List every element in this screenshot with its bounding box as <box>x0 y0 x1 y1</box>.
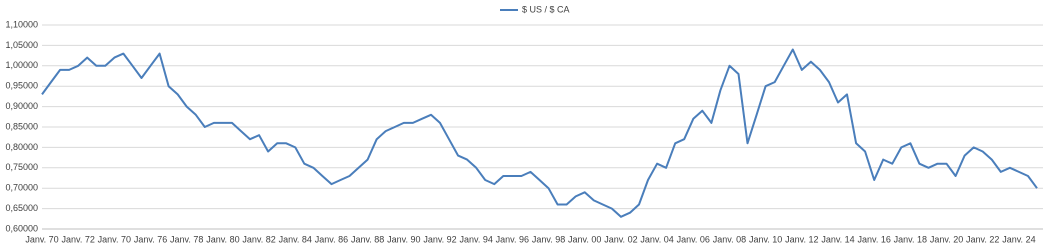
y-tick-label: 1,00000 <box>5 60 38 70</box>
x-tick-label: Janv. 80 <box>206 234 239 244</box>
x-tick-label: Janv. 00 <box>568 234 601 244</box>
x-tick-label: Janv. 08 <box>713 234 746 244</box>
y-tick-label: 0,65000 <box>5 203 38 213</box>
x-tick-label: Janv. 14 <box>821 234 854 244</box>
x-tick-label: Janv. 92 <box>423 234 456 244</box>
y-tick-label: 0,90000 <box>5 101 38 111</box>
x-tick-label: Janv. 24 <box>1002 234 1035 244</box>
x-tick-label: Janv. 88 <box>351 234 384 244</box>
y-tick-label: 0,85000 <box>5 121 38 131</box>
y-tick-label: 0,60000 <box>5 223 38 233</box>
y-tick-label: 0,95000 <box>5 81 38 91</box>
y-tick-label: 0,75000 <box>5 162 38 172</box>
x-tick-label: Janv. 96 <box>496 234 529 244</box>
y-tick-label: 1,10000 <box>5 19 38 29</box>
x-tick-label: Janv. 84 <box>279 234 312 244</box>
line-series <box>41 48 1038 218</box>
x-tick-label: Janv. 86 <box>315 234 348 244</box>
x-tick-label: Janv. 06 <box>677 234 710 244</box>
x-tick-label: Janv. 22 <box>966 234 999 244</box>
x-tick-label: Janv. 94 <box>460 234 493 244</box>
x-tick-label: Janv. 04 <box>640 234 673 244</box>
x-tick-label: Janv. 02 <box>604 234 637 244</box>
x-tick-label: Janv. 70 <box>25 234 58 244</box>
x-tick-label: Janv. 12 <box>785 234 818 244</box>
x-tick-label: Janv. 18 <box>894 234 927 244</box>
legend-label: $ US / $ CA <box>522 4 570 14</box>
x-tick-label: Janv. 78 <box>170 234 203 244</box>
x-tick-label: Janv. 98 <box>532 234 565 244</box>
x-tick-label: Janv. 20 <box>930 234 963 244</box>
x-tick-label: Janv. 72 <box>62 234 95 244</box>
y-tick-label: 0,80000 <box>5 142 38 152</box>
x-tick-label: Janv. 16 <box>858 234 891 244</box>
x-tick-label: Janv. 70 <box>98 234 131 244</box>
x-tick-label: Janv. 90 <box>387 234 420 244</box>
y-tick-label: 1,05000 <box>5 40 38 50</box>
x-tick-label: Janv. 82 <box>242 234 275 244</box>
x-tick-label: Janv. 76 <box>134 234 167 244</box>
y-tick-label: 0,70000 <box>5 183 38 193</box>
x-tick-label: Janv. 10 <box>749 234 782 244</box>
